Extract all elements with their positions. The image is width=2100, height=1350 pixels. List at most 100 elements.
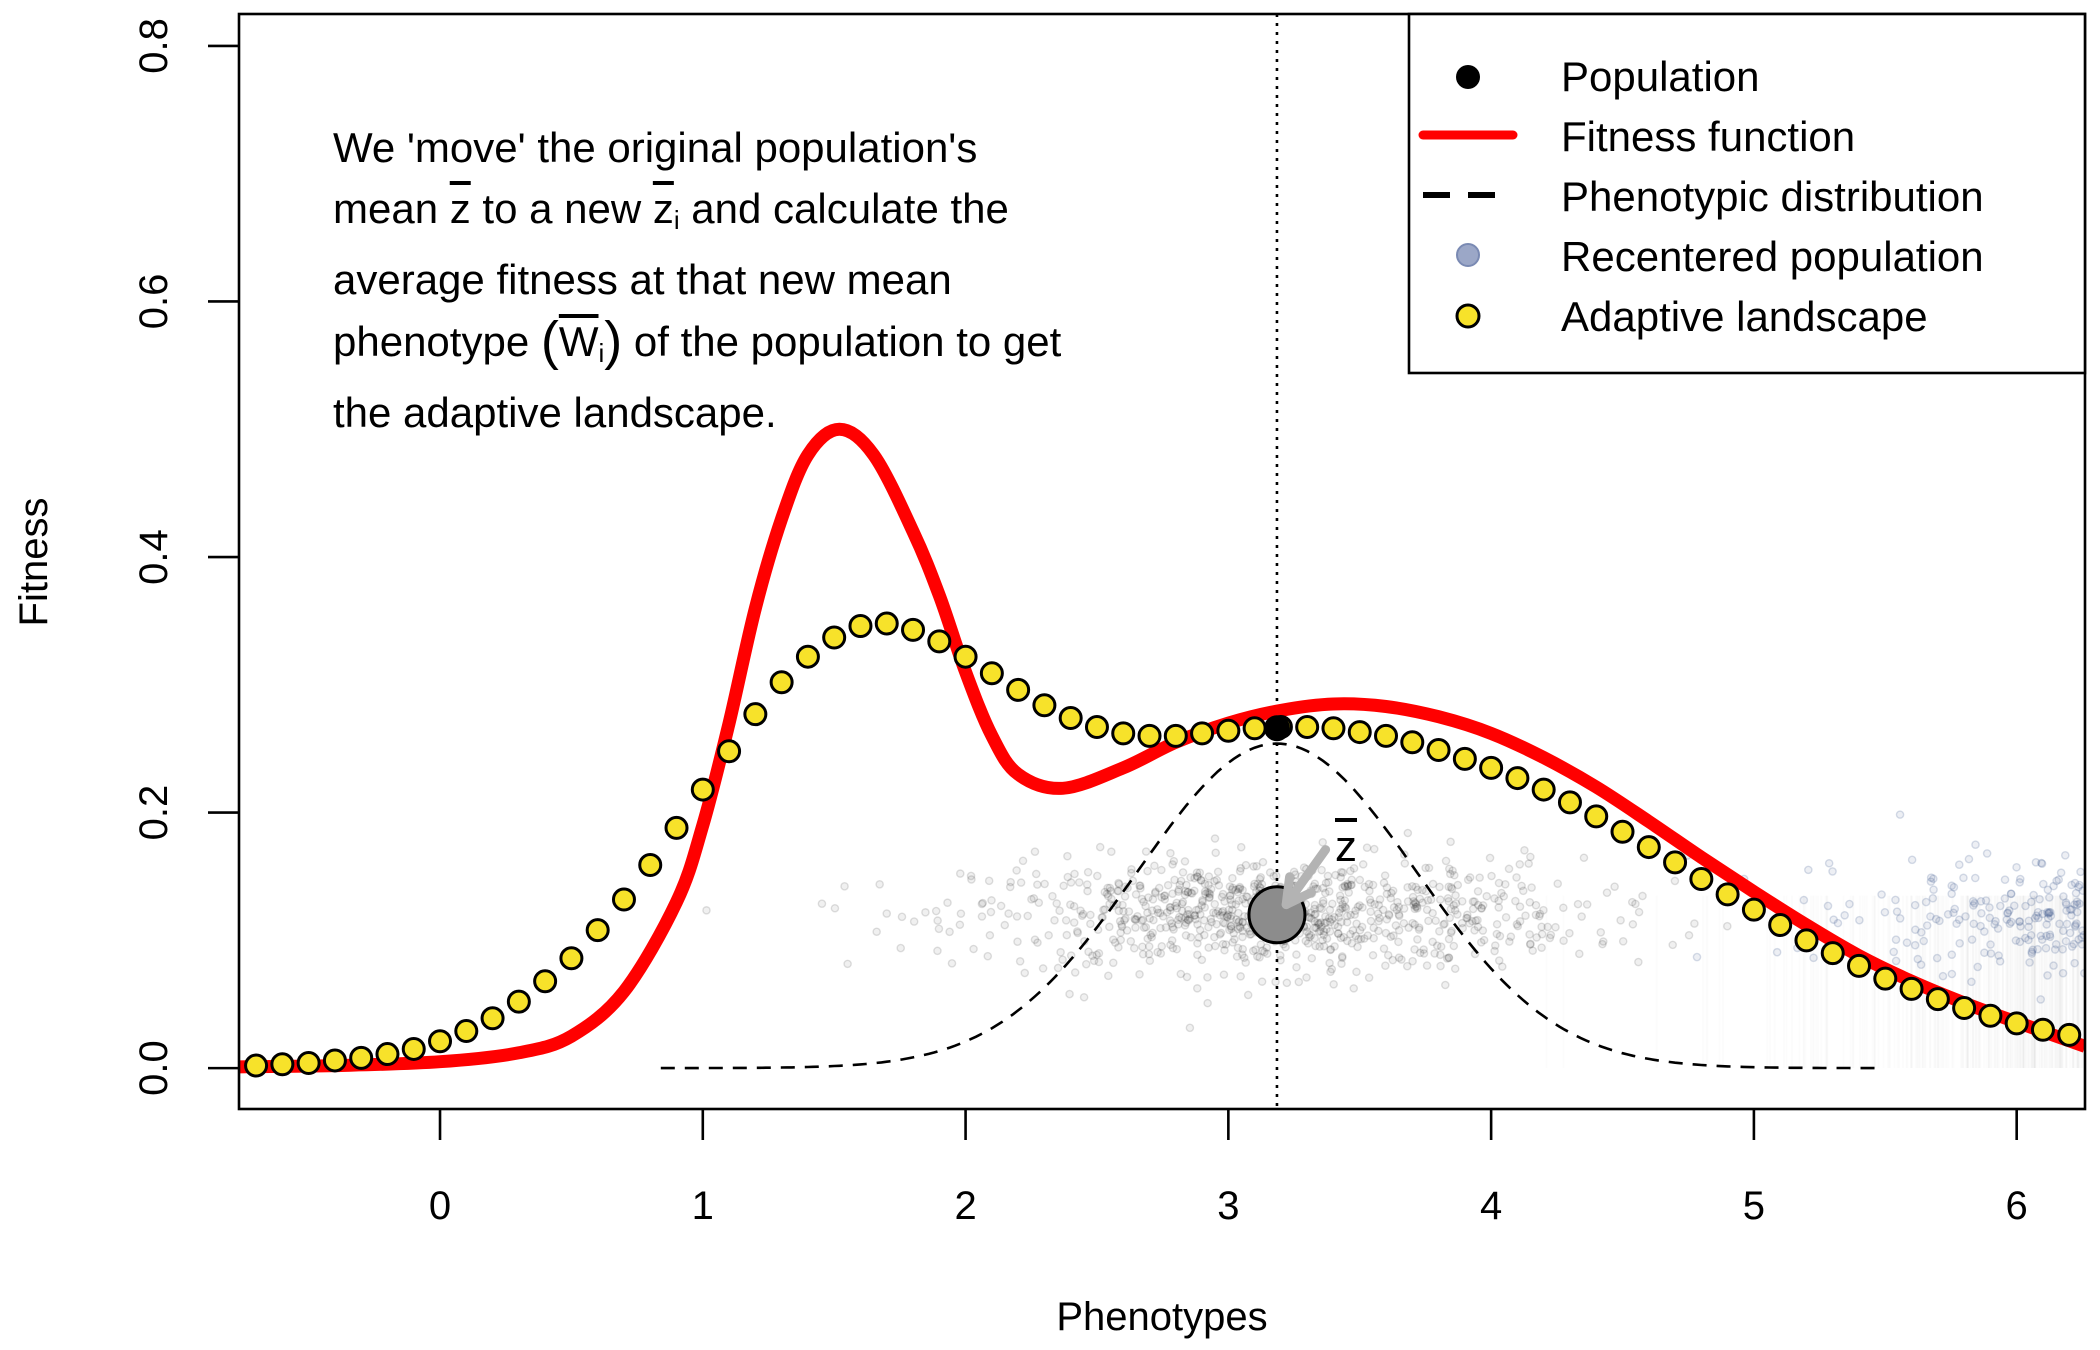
population-point — [1378, 905, 1388, 915]
population-point — [2070, 878, 2080, 888]
population-point — [1419, 945, 1428, 954]
population-point — [1233, 887, 1243, 897]
population-point — [1086, 910, 1095, 920]
population-point — [1088, 951, 1097, 961]
population-point — [1346, 866, 1355, 876]
population-point — [2077, 939, 2085, 949]
explanation-annotation: We 'move' the original population's mean… — [333, 118, 1061, 444]
population-point — [1225, 891, 1235, 900]
population-point — [1340, 881, 1349, 891]
population-point — [1181, 931, 1191, 940]
population-point — [1205, 892, 1214, 902]
population-point — [1063, 851, 1072, 861]
population-point — [1238, 885, 1247, 895]
landscape-point — [1006, 677, 1031, 702]
population-point — [2076, 867, 2085, 877]
population-point — [1336, 933, 1346, 943]
population-point — [1211, 909, 1221, 918]
population-point — [1204, 943, 1213, 952]
population-point — [1515, 917, 1525, 926]
population-point — [1204, 893, 1214, 903]
population-point — [1495, 931, 1505, 941]
population-point — [1515, 902, 1525, 911]
population-point — [1322, 917, 1332, 927]
population-point — [1336, 895, 1345, 905]
population-point — [1027, 894, 1036, 904]
population-point — [1477, 903, 1486, 913]
population-point — [955, 920, 965, 930]
population-point — [1181, 886, 1190, 896]
population-point — [1399, 918, 1409, 928]
population-point — [1535, 911, 1544, 921]
population-point — [1321, 878, 1331, 888]
population-point — [1187, 889, 1197, 898]
population-point — [1183, 887, 1193, 897]
population-point — [1231, 885, 1240, 895]
population-point — [1449, 901, 1459, 910]
landscape-point — [1084, 714, 1109, 739]
landscape-point — [1952, 996, 1977, 1021]
population-point — [1144, 893, 1153, 902]
population-point — [1610, 882, 1619, 891]
population-point — [1236, 972, 1245, 981]
population-point — [1537, 929, 1547, 939]
population-point — [1921, 897, 1931, 907]
population-point — [1218, 911, 1228, 920]
population-point — [1239, 953, 1249, 963]
population-point — [1525, 898, 1535, 907]
population-point — [1357, 922, 1367, 932]
population-point — [1193, 872, 1202, 882]
population-point — [1411, 902, 1420, 912]
population-point — [1310, 933, 1319, 943]
population-point — [1422, 961, 1432, 970]
population-point — [1341, 904, 1351, 913]
population-point — [1186, 933, 1196, 942]
population-point — [1127, 864, 1136, 874]
population-point — [2044, 908, 2054, 918]
population-point — [1342, 936, 1352, 946]
legend-label-distribution: Phenotypic distribution — [1561, 173, 1984, 220]
population-point — [1889, 947, 1899, 957]
population-point — [2006, 889, 2016, 899]
landscape-point — [1820, 941, 1845, 966]
legend-landscape-icon — [1455, 303, 1481, 329]
population-point — [2067, 942, 2077, 951]
population-point — [1310, 900, 1320, 910]
population-point — [1326, 945, 1335, 954]
population-point — [1107, 847, 1116, 857]
population-point — [1723, 921, 1732, 931]
population-point — [1072, 927, 1082, 936]
population-point — [2024, 922, 2033, 932]
population-point — [1468, 904, 1478, 914]
population-point — [1214, 881, 1224, 890]
population-point — [1333, 922, 1343, 932]
recentered-population-rug — [1547, 896, 2082, 1068]
population-point — [1338, 903, 1347, 913]
population-point — [1451, 891, 1460, 900]
population-point — [1910, 900, 1920, 910]
population-point — [1074, 878, 1084, 887]
population-point — [1397, 955, 1406, 964]
population-point — [1282, 978, 1292, 988]
population-point — [1310, 923, 1319, 932]
population-point — [1440, 980, 1450, 990]
population-point — [1078, 909, 1088, 919]
population-point — [1316, 918, 1326, 927]
population-point — [1339, 932, 1348, 942]
y-axis-title: Fitness — [12, 498, 56, 627]
population-point — [1221, 940, 1231, 949]
phenotypic-distribution-curve — [660, 742, 1875, 1070]
mean-arrow — [1281, 845, 1331, 910]
annotation-line-5: the adaptive landscape. — [333, 389, 777, 436]
population-point — [1400, 859, 1410, 868]
population-point — [1394, 925, 1404, 935]
population-point — [1450, 906, 1460, 915]
population-point — [1133, 911, 1142, 921]
population-point — [1190, 911, 1199, 920]
population-point — [1349, 984, 1359, 993]
population-point — [1684, 930, 1694, 940]
population-point — [1446, 928, 1456, 937]
population-point — [1352, 967, 1361, 977]
population-point — [1374, 900, 1384, 910]
